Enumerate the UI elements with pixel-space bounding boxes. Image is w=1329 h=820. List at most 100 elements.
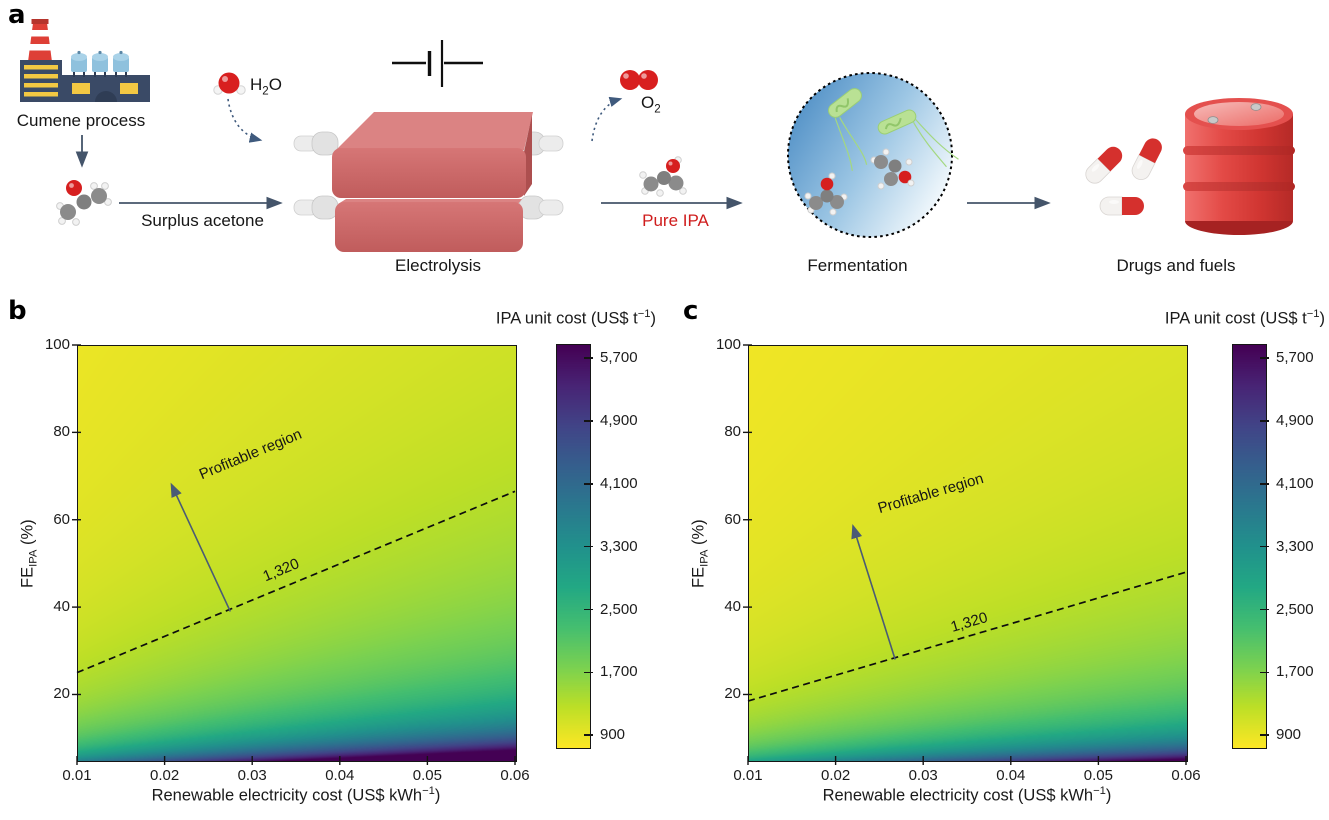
breakeven-contour-line	[747, 571, 1187, 702]
breakeven-contour-line	[76, 490, 516, 674]
colorbar-tick	[584, 608, 593, 611]
x-axis-label: Renewable electricity cost (US$ kWh−1)	[151, 785, 441, 805]
water-feed-arrow	[227, 98, 263, 143]
profitable-region-arrow	[170, 482, 232, 612]
acetone-molecule	[56, 180, 112, 226]
x-tick-label: 0.06	[500, 767, 530, 784]
colorbar-tick-label: 4,900	[1276, 411, 1314, 429]
heatmap-plot	[748, 345, 1188, 762]
y-tick-label: 60	[53, 510, 70, 528]
y-tick-label: 20	[53, 685, 70, 703]
fermentation-molecule-2	[870, 148, 915, 190]
profitable-region-arrow	[851, 524, 896, 660]
surplus-acetone-label: Surplus acetone	[141, 211, 264, 230]
factory-icon	[20, 19, 150, 102]
heatmap-canvas	[749, 346, 1187, 761]
x-tick-label: 0.04	[325, 767, 355, 784]
y-tick-label: 40	[53, 598, 70, 616]
oxygen-molecule	[620, 70, 658, 90]
colorbar-tick-label: 2,500	[600, 600, 638, 618]
heatmap-canvas	[78, 346, 516, 761]
x-tick-label: 0.02	[149, 767, 180, 784]
panel-a: a	[0, 0, 1329, 295]
electrolysis-label: Electrolysis	[395, 256, 481, 275]
y-tick-label: 20	[724, 685, 741, 703]
heatmap-plot	[77, 345, 517, 762]
x-tick-label: 0.05	[1083, 767, 1113, 784]
colorbar-tick	[584, 545, 593, 548]
fermentation-molecule-1	[804, 172, 848, 216]
colorbar-title: IPA unit cost (US$ t−1)	[1164, 308, 1325, 328]
x-tick-label: 0.03	[908, 767, 938, 784]
y-axis-label: FEIPA (%)	[18, 519, 40, 588]
colorbar-tick	[584, 483, 593, 485]
profitable-region-label: Profitable region	[876, 470, 986, 517]
colorbar-tick	[1260, 671, 1269, 674]
colorbar-tick	[584, 420, 593, 422]
plot-annotations: Profitable region 1,320	[72, 344, 516, 765]
fermentation-icon	[787, 72, 959, 238]
colorbar-tick-label: 4,100	[600, 474, 638, 492]
panel-c: c IPA unit cost (US$ t−1) FEIPA (%) Prof…	[671, 295, 1329, 820]
x-tick-label: 0.01	[62, 767, 92, 784]
y-tick-label: 80	[724, 423, 741, 441]
colorbar-tick-label: 5,700	[600, 349, 638, 367]
colorbar-tick	[1260, 608, 1269, 611]
colorbar-tick-label: 3,300	[1276, 537, 1314, 555]
colorbar-tick-label: 1,700	[1276, 663, 1314, 681]
colorbar-tick-label: 4,900	[600, 411, 638, 429]
x-tick-label: 0.01	[733, 767, 763, 784]
colorbar-tick-label: 1,700	[600, 663, 638, 681]
colorbar-tick-label: 900	[600, 726, 626, 744]
factory-tanks	[71, 50, 129, 77]
x-tick-label: 0.04	[996, 767, 1026, 784]
ipa-molecule	[639, 156, 687, 197]
y-tick-label: 60	[724, 510, 741, 528]
colorbar-tick-label: 5,700	[1276, 349, 1314, 367]
colorbar-tick-label: 3,300	[600, 537, 638, 555]
drugs-and-fuels-label: Drugs and fuels	[1116, 256, 1236, 275]
colorbar-title: IPA unit cost (US$ t−1)	[495, 308, 656, 328]
colorbar-tick	[1260, 545, 1269, 548]
colorbar-tick	[584, 357, 593, 359]
barrel-icon	[1183, 98, 1295, 235]
y-axis-label: FEIPA (%)	[689, 519, 711, 588]
capsules-icon	[1085, 138, 1162, 216]
panel-a-label: a	[8, 0, 26, 30]
x-axis-label: Renewable electricity cost (US$ kWh−1)	[822, 785, 1112, 805]
profitable-region-label: Profitable region	[197, 426, 304, 483]
fermentation-label: Fermentation	[807, 256, 908, 275]
colorbar-tick-label: 2,500	[1276, 600, 1314, 618]
x-tick-label: 0.05	[412, 767, 442, 784]
contour-value-label: 1,320	[261, 555, 302, 585]
water-molecule	[213, 72, 246, 95]
electrolyzer-icon	[293, 112, 564, 252]
water-label: H2O	[250, 75, 282, 98]
y-tick-label: 40	[724, 598, 741, 616]
colorbar-tick	[1260, 420, 1269, 422]
x-tick-label: 0.03	[237, 767, 267, 784]
y-tick-label: 100	[44, 336, 70, 353]
colorbar-tick	[584, 734, 593, 736]
x-tick-label: 0.02	[820, 767, 851, 784]
pure-ipa-label: Pure IPA	[642, 211, 709, 230]
colorbar-tick-label: 900	[1276, 726, 1302, 744]
battery-icon	[392, 40, 483, 87]
y-tick-label: 80	[53, 423, 70, 441]
colorbar-tick-label: 4,100	[1276, 474, 1314, 492]
cumene-process-label: Cumene process	[16, 111, 146, 130]
colorbar-tick	[1260, 357, 1269, 359]
panel-b-label: b	[8, 296, 27, 326]
colorbar-tick	[584, 671, 593, 674]
electrolyzer-pipes	[293, 131, 564, 220]
bacteria-icon	[828, 88, 959, 171]
oxygen-out-arrow	[591, 96, 623, 142]
panel-b: b IPA unit cost (US$ t−1) FEIPA (%) Prof…	[0, 295, 660, 820]
panel-c-label: c	[683, 296, 699, 326]
oxygen-label: O2	[641, 93, 661, 116]
colorbar-tick	[1260, 483, 1269, 485]
x-tick-label: 0.06	[1171, 767, 1201, 784]
panel-a-graphics	[20, 19, 1295, 252]
